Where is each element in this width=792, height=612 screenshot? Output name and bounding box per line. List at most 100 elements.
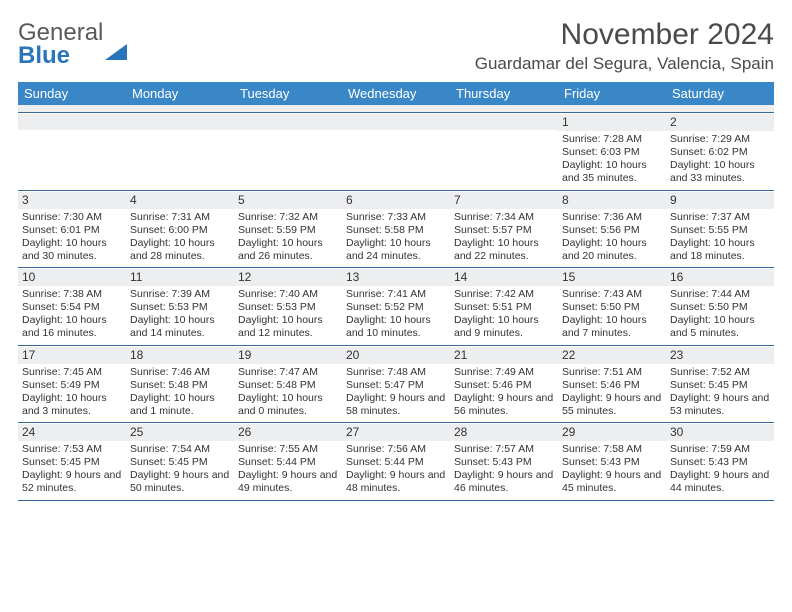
day-number bbox=[126, 114, 234, 130]
logo: General Blue bbox=[18, 18, 127, 68]
day-number: 4 bbox=[126, 192, 234, 209]
sunrise-text: Sunrise: 7:28 AM bbox=[562, 133, 662, 146]
day-cell bbox=[18, 113, 126, 190]
day-number bbox=[234, 114, 342, 130]
day-cell: 20Sunrise: 7:48 AMSunset: 5:47 PMDayligh… bbox=[342, 346, 450, 423]
sunset-text: Sunset: 5:55 PM bbox=[670, 224, 770, 237]
day-number: 17 bbox=[18, 347, 126, 364]
day-number: 13 bbox=[342, 269, 450, 286]
daylight-text: Daylight: 9 hours and 53 minutes. bbox=[670, 392, 770, 418]
day-body: Sunrise: 7:30 AMSunset: 6:01 PMDaylight:… bbox=[22, 211, 122, 264]
day-cell: 7Sunrise: 7:34 AMSunset: 5:57 PMDaylight… bbox=[450, 191, 558, 268]
day-cell: 25 Sunrise: 7:54 AMSunset: 5:45 PMDayligh… bbox=[126, 423, 234, 500]
day-number: 25 bbox=[126, 424, 234, 441]
sunrise-text: Sunrise: 7:33 AM bbox=[346, 211, 446, 224]
sunrise-text: Sunrise: 7:37 AM bbox=[670, 211, 770, 224]
sunrise-text: Sunrise: 7:42 AM bbox=[454, 288, 554, 301]
day-cell: 3 Sunrise: 7:30 AMSunset: 6:01 PMDaylight… bbox=[18, 191, 126, 268]
daylight-text: Daylight: 10 hours and 33 minutes. bbox=[670, 159, 770, 185]
sunset-text: Sunset: 5:47 PM bbox=[346, 379, 446, 392]
sunrise-text: Sunrise: 7:32 AM bbox=[238, 211, 338, 224]
sunset-text: Sunset: 5:43 PM bbox=[670, 456, 770, 469]
day-body: Sunrise: 7:48 AMSunset: 5:47 PMDaylight:… bbox=[346, 366, 446, 419]
logo-triangle-icon bbox=[105, 27, 127, 60]
day-number: 2 bbox=[666, 114, 774, 131]
sunset-text: Sunset: 5:56 PM bbox=[562, 224, 662, 237]
day-number bbox=[342, 114, 450, 130]
daylight-text: Daylight: 9 hours and 58 minutes. bbox=[346, 392, 446, 418]
day-cell: 4Sunrise: 7:31 AMSunset: 6:00 PMDaylight… bbox=[126, 191, 234, 268]
daylight-text: Daylight: 10 hours and 35 minutes. bbox=[562, 159, 662, 185]
week-row: 17 Sunrise: 7:45 AMSunset: 5:49 PMDayligh… bbox=[18, 346, 774, 424]
day-body: Sunrise: 7:45 AMSunset: 5:49 PMDaylight:… bbox=[22, 366, 122, 419]
day-cell: 23Sunrise: 7:52 AMSunset: 5:45 PMDayligh… bbox=[666, 346, 774, 423]
day-cell: 24 Sunrise: 7:53 AMSunset: 5:45 PMDayligh… bbox=[18, 423, 126, 500]
day-body: Sunrise: 7:54 AMSunset: 5:45 PMDaylight:… bbox=[130, 443, 230, 496]
day-body: Sunrise: 7:53 AMSunset: 5:45 PMDaylight:… bbox=[22, 443, 122, 496]
day-body: Sunrise: 7:51 AMSunset: 5:46 PMDaylight:… bbox=[562, 366, 662, 419]
day-body: Sunrise: 7:33 AMSunset: 5:58 PMDaylight:… bbox=[346, 211, 446, 264]
day-number: 1 bbox=[558, 114, 666, 131]
sunset-text: Sunset: 5:50 PM bbox=[562, 301, 662, 314]
header: General Blue November 2024 Guardamar del… bbox=[18, 18, 774, 74]
sunrise-text: Sunrise: 7:41 AM bbox=[346, 288, 446, 301]
sunrise-text: Sunrise: 7:46 AM bbox=[130, 366, 230, 379]
daylight-text: Daylight: 10 hours and 24 minutes. bbox=[346, 237, 446, 263]
day-cell: 30Sunrise: 7:59 AMSunset: 5:43 PMDayligh… bbox=[666, 423, 774, 500]
day-number: 23 bbox=[666, 347, 774, 364]
day-header-saturday: Saturday bbox=[666, 82, 774, 105]
sunset-text: Sunset: 6:00 PM bbox=[130, 224, 230, 237]
daylight-text: Daylight: 9 hours and 56 minutes. bbox=[454, 392, 554, 418]
day-number: 12 bbox=[234, 269, 342, 286]
day-number: 16 bbox=[666, 269, 774, 286]
day-cell: 22Sunrise: 7:51 AMSunset: 5:46 PMDayligh… bbox=[558, 346, 666, 423]
day-number: 8 bbox=[558, 192, 666, 209]
day-cell bbox=[234, 113, 342, 190]
sunrise-text: Sunrise: 7:45 AM bbox=[22, 366, 122, 379]
day-number: 24 bbox=[18, 424, 126, 441]
day-cell: 28 Sunrise: 7:57 AMSunset: 5:43 PMDayligh… bbox=[450, 423, 558, 500]
day-cell bbox=[126, 113, 234, 190]
day-number: 7 bbox=[450, 192, 558, 209]
day-body: Sunrise: 7:57 AMSunset: 5:43 PMDaylight:… bbox=[454, 443, 554, 496]
daylight-text: Daylight: 10 hours and 12 minutes. bbox=[238, 314, 338, 340]
sunrise-text: Sunrise: 7:55 AM bbox=[238, 443, 338, 456]
day-cell: 13 Sunrise: 7:41 AMSunset: 5:52 PMDayligh… bbox=[342, 268, 450, 345]
daylight-text: Daylight: 9 hours and 48 minutes. bbox=[346, 469, 446, 495]
daylight-text: Daylight: 9 hours and 50 minutes. bbox=[130, 469, 230, 495]
day-cell: 2Sunrise: 7:29 AMSunset: 6:02 PMDaylight… bbox=[666, 113, 774, 190]
sunrise-text: Sunrise: 7:40 AM bbox=[238, 288, 338, 301]
sunset-text: Sunset: 6:03 PM bbox=[562, 146, 662, 159]
calendar: Sunday Monday Tuesday Wednesday Thursday… bbox=[18, 82, 774, 501]
sunrise-text: Sunrise: 7:47 AM bbox=[238, 366, 338, 379]
daylight-text: Daylight: 9 hours and 49 minutes. bbox=[238, 469, 338, 495]
day-number: 10 bbox=[18, 269, 126, 286]
daylight-text: Daylight: 9 hours and 52 minutes. bbox=[22, 469, 122, 495]
day-number: 6 bbox=[342, 192, 450, 209]
sunset-text: Sunset: 5:52 PM bbox=[346, 301, 446, 314]
sunset-text: Sunset: 5:45 PM bbox=[670, 379, 770, 392]
daylight-text: Daylight: 10 hours and 30 minutes. bbox=[22, 237, 122, 263]
day-number: 3 bbox=[18, 192, 126, 209]
day-cell: 1 Sunrise: 7:28 AMSunset: 6:03 PMDaylight… bbox=[558, 113, 666, 190]
day-cell: 17 Sunrise: 7:45 AMSunset: 5:49 PMDayligh… bbox=[18, 346, 126, 423]
day-header-sunday: Sunday bbox=[18, 82, 126, 105]
daylight-text: Daylight: 10 hours and 10 minutes. bbox=[346, 314, 446, 340]
daylight-text: Daylight: 10 hours and 22 minutes. bbox=[454, 237, 554, 263]
sunset-text: Sunset: 5:54 PM bbox=[22, 301, 122, 314]
sunrise-text: Sunrise: 7:56 AM bbox=[346, 443, 446, 456]
sunset-text: Sunset: 6:01 PM bbox=[22, 224, 122, 237]
daylight-text: Daylight: 10 hours and 16 minutes. bbox=[22, 314, 122, 340]
sunrise-text: Sunrise: 7:59 AM bbox=[670, 443, 770, 456]
day-body: Sunrise: 7:44 AMSunset: 5:50 PMDaylight:… bbox=[670, 288, 770, 341]
day-number: 28 bbox=[450, 424, 558, 441]
sunrise-text: Sunrise: 7:53 AM bbox=[22, 443, 122, 456]
day-number: 18 bbox=[126, 347, 234, 364]
daylight-text: Daylight: 10 hours and 3 minutes. bbox=[22, 392, 122, 418]
sunset-text: Sunset: 5:44 PM bbox=[238, 456, 338, 469]
location: Guardamar del Segura, Valencia, Spain bbox=[475, 54, 774, 74]
day-cell: 11Sunrise: 7:39 AMSunset: 5:53 PMDayligh… bbox=[126, 268, 234, 345]
day-body: Sunrise: 7:49 AMSunset: 5:46 PMDaylight:… bbox=[454, 366, 554, 419]
day-number bbox=[18, 114, 126, 130]
sunset-text: Sunset: 5:58 PM bbox=[346, 224, 446, 237]
